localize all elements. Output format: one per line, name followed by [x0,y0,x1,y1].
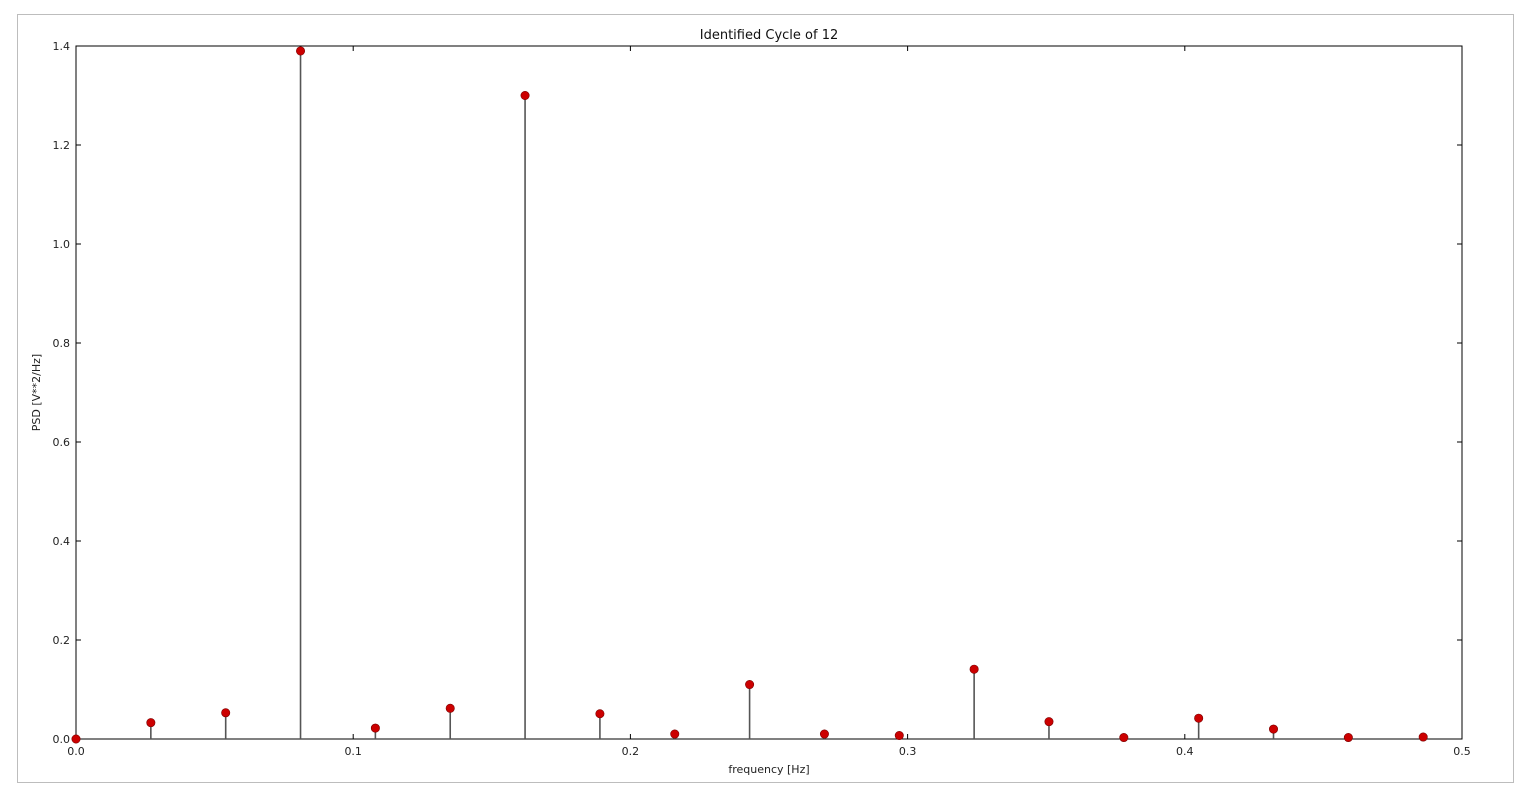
y-axis-label: PSD [V**2/Hz] [30,354,43,431]
stem-marker [1418,732,1428,742]
x-tick-label: 0.4 [1176,745,1194,758]
y-tick-label: 1.4 [53,40,71,53]
stem-marker [296,46,306,56]
stem-marker [670,729,680,739]
stem-marker [71,734,81,744]
plot-area: 0.0 0.1 0.2 0.3 0.4 0.5 0.0 0.2 0.4 0.6 0.8 1.0 1.2 1… [53,40,1471,758]
y-tick-label: 0.6 [53,436,71,449]
stem-marker [146,718,156,728]
stem-marker [1119,733,1129,743]
stem-marker [1343,733,1353,743]
x-tick-label: 0.0 [67,745,85,758]
y-tick-label: 1.2 [53,139,71,152]
stem-marker [520,91,530,101]
stem-marker [894,731,904,741]
y-tick-label: 0.2 [53,634,71,647]
stem-marker [445,703,455,713]
stem-marker [1194,713,1204,723]
stem-marker [745,680,755,690]
stem-marker [221,708,231,718]
y-tick-label: 0.8 [53,337,71,350]
x-tick-label: 0.3 [899,745,917,758]
figure-frame [17,14,1514,783]
stem-marker [1044,717,1054,727]
plot-border [75,45,1463,740]
stem-marker [969,664,979,674]
stem-marker [595,709,605,719]
chart-title: Identified Cycle of 12 [700,28,838,43]
stem-marker [1269,724,1279,734]
stem-marker [819,729,829,739]
x-tick-label: 0.5 [1453,745,1471,758]
y-tick-label: 0.0 [53,733,71,746]
x-tick-label: 0.1 [344,745,362,758]
x-tick-label: 0.2 [622,745,640,758]
y-tick-label: 0.4 [53,535,71,548]
x-axis-label: frequency [Hz] [728,763,809,776]
y-tick-label: 1.0 [53,238,71,251]
stem-marker [370,723,380,733]
